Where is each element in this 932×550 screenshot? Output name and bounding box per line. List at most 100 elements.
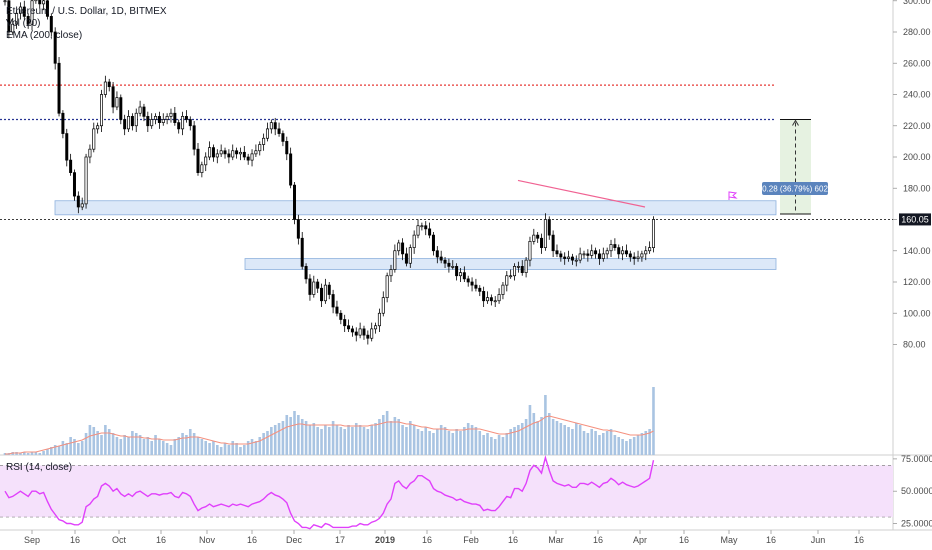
candle-body (223, 150, 227, 155)
volume-bar (258, 437, 262, 455)
candle-body (96, 125, 100, 130)
symbol-title[interactable]: Ethereum / U.S. Dollar, 1D, BITMEX (6, 6, 167, 17)
volume-bar (80, 441, 84, 455)
candle-body (277, 128, 281, 134)
volume-bar (165, 443, 169, 455)
last-price-label: 160.05 (901, 214, 929, 224)
candle-body (281, 133, 285, 142)
volume-bar (505, 433, 509, 455)
volume-bar (393, 417, 397, 455)
candle-body (601, 253, 605, 259)
candle-body (42, 0, 46, 5)
time-tick-label: 16 (854, 535, 864, 545)
price-tick-label: 240.00 (903, 90, 931, 100)
volume-bar (366, 429, 370, 455)
candle-body (289, 153, 293, 186)
volume-bar (57, 446, 61, 455)
candle-body (362, 328, 366, 336)
volume-bar (150, 441, 153, 455)
candle-body (385, 275, 389, 298)
candle-body (632, 256, 636, 259)
rsi-tick-label: 50.0000 (901, 486, 932, 496)
volume-bar (300, 419, 304, 455)
candle-body (493, 300, 497, 303)
volume-bar (161, 441, 165, 455)
candle-body (181, 116, 185, 130)
volume-bar (436, 429, 439, 455)
support-zone[interactable] (54, 200, 777, 216)
candle-body (211, 147, 215, 158)
volume-bar (53, 445, 57, 455)
flag-icon[interactable] (728, 191, 738, 200)
volume-bar (38, 453, 42, 455)
volume-bar (416, 429, 420, 455)
volume-bar (246, 441, 250, 455)
rsi-legend[interactable]: RSI (14, close) (6, 462, 73, 473)
candle-body (590, 250, 594, 256)
volume-bar (490, 437, 493, 455)
ema-legend[interactable]: EMA (200, close) (6, 30, 83, 41)
volume-bar (96, 431, 99, 455)
candle-body (520, 266, 524, 273)
candle-body (547, 219, 551, 236)
candle-body (146, 116, 150, 127)
candle-body (381, 297, 385, 314)
candle-body (161, 119, 165, 123)
volume-bar (544, 395, 547, 455)
candle-body (188, 119, 192, 127)
candle-body (578, 253, 582, 261)
volume-bar (254, 441, 258, 455)
volume-bar (65, 443, 69, 455)
volume-bar (559, 423, 563, 455)
volume-ma-line (5, 415, 654, 455)
candle-body (339, 312, 343, 320)
candle-body (366, 334, 370, 339)
trend-line[interactable] (517, 179, 646, 208)
candle-body (65, 133, 69, 161)
volume-bar (188, 429, 192, 455)
volume-bar (335, 425, 339, 455)
volume-bar (308, 425, 312, 455)
volume-bar (594, 431, 597, 455)
volume-legend[interactable]: Vol (20) (6, 18, 41, 29)
volume-bar (401, 425, 404, 455)
volume-bar (602, 433, 605, 455)
candle-body (227, 153, 231, 158)
candle-body (621, 250, 625, 255)
volume-bar (196, 437, 200, 455)
candle-body (250, 153, 254, 161)
volume-bar (285, 415, 289, 455)
candle-body (516, 266, 520, 268)
candle-body (331, 294, 335, 308)
candle-body (594, 250, 598, 255)
candle-body (99, 94, 103, 127)
volume-bar (84, 433, 88, 455)
candle-body (57, 62, 61, 114)
support-zone[interactable] (244, 258, 777, 270)
candle-body (130, 116, 134, 127)
candle-body (524, 259, 528, 273)
candle-body (30, 0, 34, 25)
candle-body (354, 331, 358, 336)
volume-bar (219, 447, 223, 455)
volume-bar (134, 433, 138, 455)
volume-bar (463, 427, 466, 455)
candle-body (134, 112, 138, 127)
candle-body (613, 244, 617, 248)
volume-bar (640, 433, 644, 455)
candle-body (563, 256, 567, 259)
volume-bar (466, 423, 470, 455)
candle-body (582, 253, 586, 256)
candle-body (435, 250, 439, 258)
candle-body (49, 16, 53, 33)
candle-body (107, 81, 111, 88)
candle-body (169, 112, 173, 117)
candle-body (7, 0, 11, 33)
candle-body (489, 297, 493, 302)
volume-bar (158, 439, 161, 455)
volume-bar (327, 427, 331, 455)
candle-body (404, 253, 408, 264)
candle-body (269, 122, 273, 130)
volume-bar (312, 423, 316, 455)
